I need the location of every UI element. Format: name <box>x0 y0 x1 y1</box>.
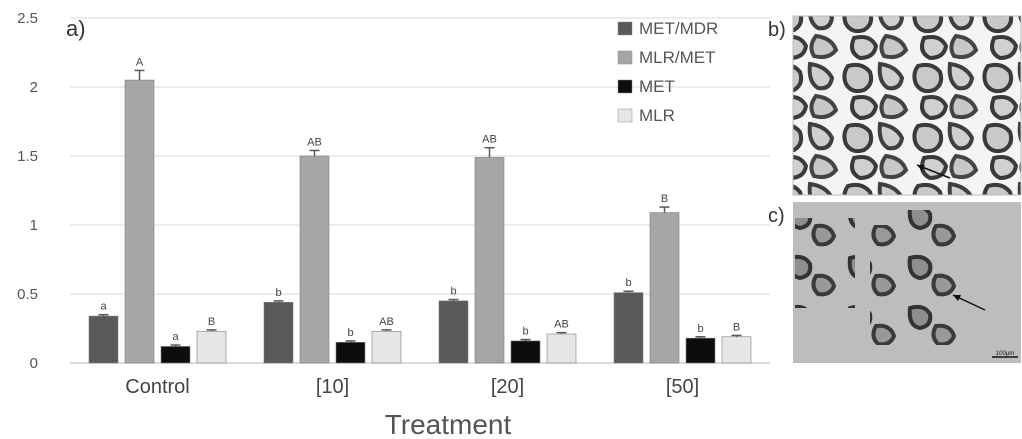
category-label: [50] <box>666 376 699 398</box>
category-label: [10] <box>316 376 349 398</box>
bar <box>263 301 294 364</box>
bar <box>613 292 644 364</box>
bar <box>160 346 191 364</box>
y-tick-label: 2.5 <box>17 10 38 27</box>
legend-swatch <box>617 79 633 94</box>
bar <box>196 330 227 364</box>
significance-label: b <box>522 326 528 338</box>
significance-label: a <box>172 331 179 343</box>
significance-label: AB <box>482 134 497 146</box>
panel-label-c: c) <box>768 205 785 227</box>
category-label: Control <box>125 376 189 398</box>
y-tick-label: 0 <box>30 355 38 372</box>
legend-label: MET/MDR <box>639 19 718 38</box>
bar <box>474 157 505 364</box>
legend-swatch <box>617 108 633 123</box>
significance-label: AB <box>554 319 569 331</box>
bar <box>124 79 155 364</box>
bar <box>721 336 752 364</box>
bar <box>371 330 402 364</box>
y-tick-label: 1 <box>30 217 38 234</box>
significance-label: AB <box>307 136 322 148</box>
micrograph-b <box>792 15 1022 196</box>
micrograph-c: 100µm <box>793 202 1021 363</box>
significance-label: b <box>275 287 281 299</box>
bar <box>510 340 541 364</box>
significance-label: B <box>661 193 668 205</box>
bar <box>546 333 577 364</box>
scale-bar-label: 100µm <box>996 351 1014 357</box>
significance-label: A <box>136 56 144 68</box>
significance-label: AB <box>379 316 394 328</box>
significance-label: B <box>208 316 215 328</box>
significance-label: b <box>347 327 353 339</box>
panel-label-a: a) <box>66 16 86 41</box>
significance-label: a <box>100 301 107 313</box>
legend-label: MLR/MET <box>639 48 716 67</box>
legend-label: MET <box>639 77 675 96</box>
legend: MET/MDR MLR/MET MET MLR <box>617 19 718 125</box>
significance-label: b <box>625 277 631 289</box>
bars: a Aa Bb AB b AB b AB b AB b Bb B <box>88 56 752 364</box>
y-tick-label: 2 <box>30 79 38 96</box>
significance-label: B <box>733 321 740 333</box>
legend-label: MLR <box>639 106 675 125</box>
panel-label-b: b) <box>768 19 786 41</box>
bar <box>649 212 680 364</box>
bar <box>335 341 366 364</box>
significance-label: b <box>450 286 456 298</box>
y-axis: 0 0.5 1 1.5 2 2.5 <box>17 10 38 372</box>
bar <box>299 155 330 364</box>
bar <box>685 337 716 364</box>
y-tick-label: 0.5 <box>17 286 38 303</box>
legend-swatch <box>617 21 633 36</box>
x-axis-title: Treatment <box>385 409 512 439</box>
bar <box>88 315 119 364</box>
category-label: [20] <box>491 376 524 398</box>
category-labels: Control [10] [20] [50] <box>125 376 699 398</box>
y-tick-label: 1.5 <box>17 148 38 165</box>
bar <box>438 300 469 364</box>
significance-label: b <box>697 323 703 335</box>
legend-swatch <box>617 50 633 65</box>
